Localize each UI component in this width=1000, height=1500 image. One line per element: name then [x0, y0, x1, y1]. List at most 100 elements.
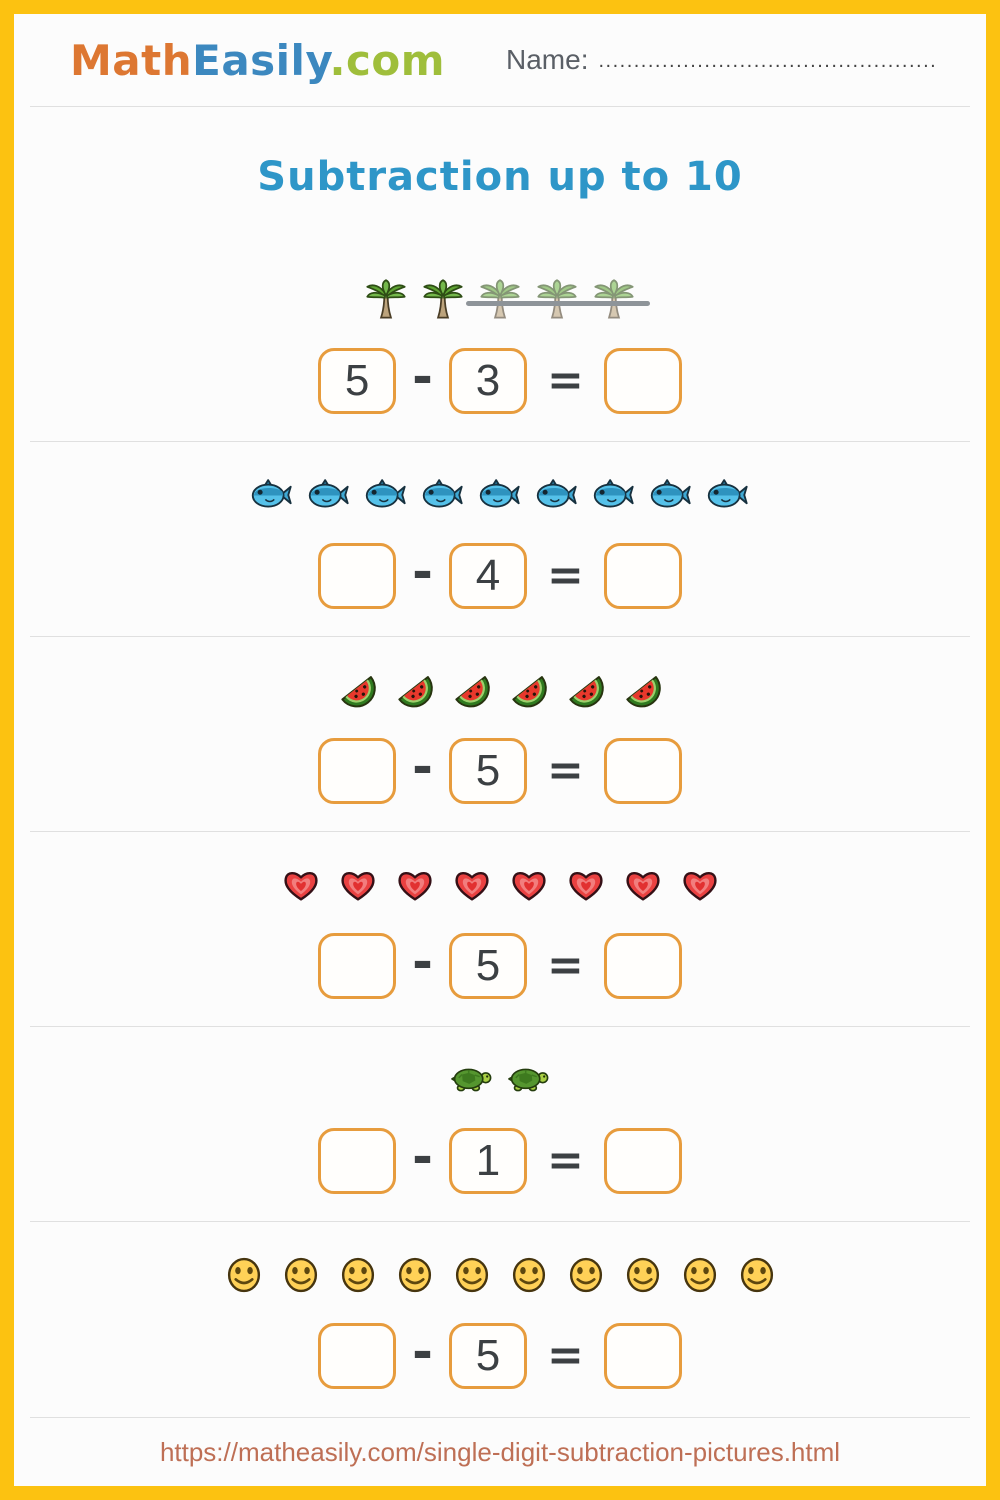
palm-tree-icon	[421, 278, 465, 322]
palm-tree-icon	[535, 278, 579, 322]
minus-sign: -	[412, 1322, 433, 1381]
minuend-box[interactable]	[318, 542, 397, 609]
heart-icon	[621, 863, 665, 907]
fish-icon	[364, 473, 408, 517]
turtle-icon	[507, 1058, 551, 1102]
smiley-icon	[222, 1253, 266, 1297]
minus-sign: -	[412, 542, 433, 601]
smiley-icon	[735, 1253, 779, 1297]
heart-icon	[393, 863, 437, 907]
answer-box[interactable]	[603, 737, 682, 804]
heart-icon	[279, 863, 323, 907]
logo-easily: Easily	[192, 35, 330, 85]
icon-strip	[336, 666, 665, 714]
subtrahend-value: 3	[475, 355, 501, 405]
heart-icon	[450, 863, 494, 907]
answer-box[interactable]	[603, 542, 682, 609]
logo-com: .com	[329, 35, 445, 85]
minus-sign: -	[412, 932, 433, 991]
smiley-icon	[279, 1253, 323, 1297]
subtrahend-box: 5	[448, 737, 527, 804]
equation: - 4 =	[318, 542, 682, 609]
subtrahend-value: 5	[475, 1330, 501, 1380]
heart-icon	[336, 863, 380, 907]
crossed-out-group	[466, 278, 650, 322]
answer-box[interactable]	[603, 932, 682, 999]
smiley-icon	[621, 1253, 665, 1297]
fish-icon	[250, 473, 294, 517]
icon-strip	[222, 1251, 779, 1299]
minuend-box[interactable]	[318, 1322, 397, 1389]
strikethrough-line	[466, 301, 650, 307]
equals-sign: =	[546, 1330, 584, 1381]
name-field: Name: ..................................…	[506, 44, 938, 76]
minuend-box[interactable]	[318, 1127, 397, 1194]
fish-icon	[478, 473, 522, 517]
smiley-icon	[336, 1253, 380, 1297]
watermelon-icon	[336, 668, 380, 712]
minuend-box: 5	[318, 347, 397, 414]
name-write-line: ........................................…	[598, 50, 938, 72]
icon-strip	[450, 1056, 551, 1104]
minus-sign: -	[412, 347, 433, 406]
header-divider	[30, 106, 970, 107]
watermelon-icon	[450, 668, 494, 712]
smiley-icon	[393, 1253, 437, 1297]
site-logo[interactable]: MathEasily.com	[70, 36, 445, 85]
watermelon-icon	[621, 668, 665, 712]
palm-tree-icon	[592, 278, 636, 322]
subtrahend-box: 3	[448, 347, 527, 414]
subtrahend-value: 5	[475, 940, 501, 990]
problem-row-1: 5 - 3 =	[14, 247, 986, 442]
turtle-icon	[450, 1058, 494, 1102]
icon-strip	[279, 861, 722, 909]
footer: https://matheasily.com/single-digit-subt…	[14, 1417, 986, 1486]
page-title: Subtraction up to 10	[257, 154, 743, 200]
minuend-box[interactable]	[318, 932, 397, 999]
minuend-value: 5	[344, 355, 370, 405]
logo-math: Math	[70, 35, 193, 85]
icon-strip	[250, 471, 750, 519]
equals-sign: =	[546, 1135, 584, 1186]
watermelon-icon	[393, 668, 437, 712]
subtrahend-box: 4	[448, 542, 527, 609]
smiley-icon	[564, 1253, 608, 1297]
heart-icon	[678, 863, 722, 907]
problem-row-4: - 5 =	[14, 832, 986, 1027]
icon-strip	[364, 276, 650, 324]
footer-url-wrap: https://matheasily.com/single-digit-subt…	[14, 1418, 986, 1486]
fish-icon	[592, 473, 636, 517]
fish-icon	[649, 473, 693, 517]
watermelon-icon	[507, 668, 551, 712]
answer-box[interactable]	[603, 1127, 682, 1194]
minuend-box[interactable]	[318, 737, 397, 804]
heart-icon	[507, 863, 551, 907]
subtrahend-box: 5	[448, 932, 527, 999]
equals-sign: =	[546, 550, 584, 601]
answer-box[interactable]	[603, 1322, 682, 1389]
footer-url-link[interactable]: https://matheasily.com/single-digit-subt…	[159, 1436, 841, 1467]
answer-box[interactable]	[603, 347, 682, 414]
subtrahend-value: 4	[475, 550, 501, 600]
problems-list: 5 - 3 = - 4 = - 5 = - 5	[14, 247, 986, 1417]
equation: 5 - 3 =	[318, 347, 682, 414]
subtrahend-box: 5	[448, 1322, 527, 1389]
subtrahend-value: 5	[475, 745, 501, 795]
problem-row-5: - 1 =	[14, 1027, 986, 1222]
problem-row-6: - 5 =	[14, 1222, 986, 1417]
name-label: Name:	[506, 44, 589, 75]
equation: - 1 =	[318, 1127, 682, 1194]
problem-row-2: - 4 =	[14, 442, 986, 637]
smiley-icon	[450, 1253, 494, 1297]
fish-icon	[535, 473, 579, 517]
footer-divider	[30, 1417, 970, 1418]
smiley-icon	[678, 1253, 722, 1297]
palm-tree-icon	[478, 278, 522, 322]
title-section: Subtraction up to 10	[14, 107, 986, 247]
equation: - 5 =	[318, 932, 682, 999]
smiley-icon	[507, 1253, 551, 1297]
fish-icon	[421, 473, 465, 517]
minus-sign: -	[412, 1127, 433, 1186]
subtrahend-value: 1	[475, 1135, 501, 1185]
